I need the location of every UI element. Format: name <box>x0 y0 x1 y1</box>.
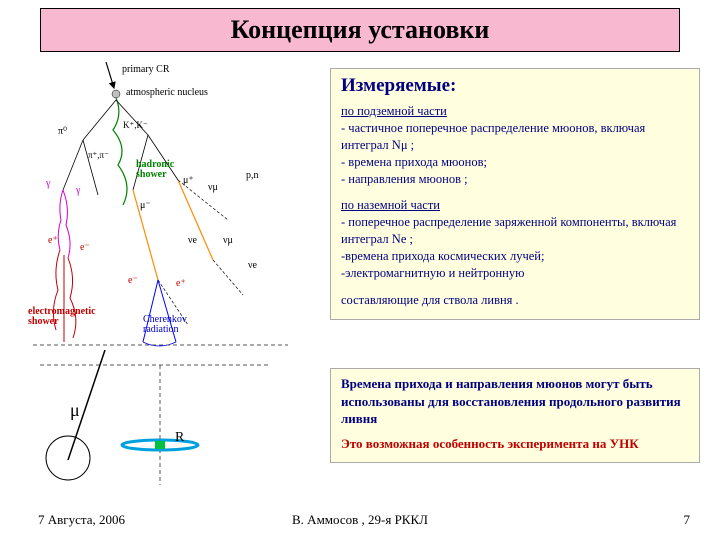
r-symbol: R <box>175 430 184 446</box>
measurements-box: Измеряемые: по подземной части - частичн… <box>330 68 700 320</box>
surface-section: по наземной части - поперечное распредел… <box>341 197 689 281</box>
label-pn: p,n <box>246 170 259 181</box>
label-cherenkov: Cherenkov radiation <box>143 315 201 335</box>
label-atm-nucleus: atmospheric nucleus <box>126 87 208 98</box>
label-hadronic: hadronic shower <box>136 160 184 180</box>
underground-schematic <box>30 350 290 500</box>
times-main: Времена прихода и направления мюонов мог… <box>341 375 689 428</box>
surface-head: по наземной части <box>341 198 440 212</box>
label-nue2: νe <box>248 260 257 271</box>
page-title: Концепция установки <box>231 15 490 45</box>
label-kpm: K⁺,K⁻ <box>123 120 148 131</box>
footer-center: В. Аммосов , 29-я РККЛ <box>0 512 720 528</box>
label-numu1: νμ <box>208 182 218 193</box>
footer-page: 7 <box>684 512 691 528</box>
tail-text: составляющие для ствола ливня . <box>341 293 519 307</box>
mu-symbol: μ <box>70 400 80 421</box>
label-gamma1: γ <box>46 178 50 189</box>
label-numu2: νμ <box>223 235 233 246</box>
label-pipm: π⁺,π⁻ <box>88 150 109 161</box>
title-banner: Концепция установки <box>40 8 680 52</box>
label-nue1: νe <box>188 235 197 246</box>
label-eminus1: e⁻ <box>80 242 90 253</box>
label-pi0: π⁰ <box>58 126 67 137</box>
underground-lines: - частичное поперечное распределение мюо… <box>341 121 645 186</box>
label-eplus2: e⁺ <box>176 278 186 289</box>
label-em-shower: electromagnetic shower <box>28 307 110 327</box>
measurements-title: Измеряемые: <box>341 75 689 97</box>
label-eminus2: e⁻ <box>128 275 138 286</box>
label-mu-minus: μ⁻ <box>140 200 151 211</box>
times-sub: Это возможная особенность эксперимента н… <box>341 436 689 452</box>
underground-head: по подземной части <box>341 104 447 118</box>
times-box: Времена прихода и направления мюонов мог… <box>330 368 700 463</box>
label-gamma2: γ <box>76 185 80 196</box>
label-primary-cr: primary CR <box>122 64 170 75</box>
tail-line: составляющие для ствола ливня . <box>341 292 689 309</box>
shower-diagram: primary CR atmospheric nucleus π⁰ K⁺,K⁻ … <box>28 60 328 380</box>
surface-lines: - поперечное распределение заряженной ко… <box>341 215 676 280</box>
label-eplus: e⁺ <box>48 235 58 246</box>
label-mu-plus: μ⁺ <box>183 175 194 186</box>
underground-section: по подземной части - частичное поперечно… <box>341 103 689 187</box>
